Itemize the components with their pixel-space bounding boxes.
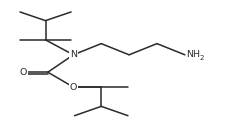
- Text: N: N: [70, 50, 77, 59]
- Text: O: O: [70, 83, 77, 92]
- Text: O: O: [20, 68, 27, 77]
- Text: NH: NH: [186, 50, 200, 59]
- Text: 2: 2: [200, 55, 204, 61]
